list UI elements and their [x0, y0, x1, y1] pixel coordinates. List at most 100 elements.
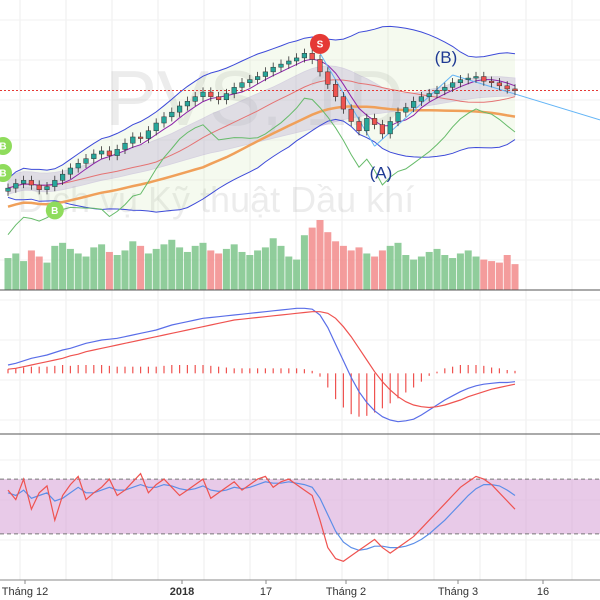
- volume-bar[interactable]: [82, 256, 90, 290]
- candle[interactable]: [36, 184, 42, 190]
- candle[interactable]: [426, 93, 432, 97]
- candle[interactable]: [504, 85, 510, 90]
- volume-bar[interactable]: [456, 253, 464, 290]
- volume-bar[interactable]: [371, 256, 379, 290]
- candle[interactable]: [465, 77, 471, 80]
- candle[interactable]: [231, 87, 237, 94]
- candle[interactable]: [340, 96, 346, 110]
- candle[interactable]: [286, 60, 292, 65]
- candle[interactable]: [473, 76, 479, 79]
- candle[interactable]: [192, 96, 198, 102]
- candle[interactable]: [512, 88, 518, 91]
- volume-bar[interactable]: [269, 238, 277, 290]
- volume-bar[interactable]: [363, 253, 371, 290]
- volume-bar[interactable]: [35, 256, 43, 290]
- candle[interactable]: [130, 136, 136, 144]
- volume-bar[interactable]: [425, 251, 433, 290]
- volume-bar[interactable]: [511, 264, 519, 290]
- volume-bar[interactable]: [27, 250, 35, 290]
- volume-bar[interactable]: [410, 259, 418, 290]
- volume-bar[interactable]: [339, 245, 347, 290]
- candle[interactable]: [387, 121, 393, 135]
- candle[interactable]: [67, 167, 73, 175]
- volume-bar[interactable]: [183, 251, 191, 290]
- volume-bar[interactable]: [285, 256, 293, 290]
- volume-bar[interactable]: [503, 255, 511, 290]
- candle[interactable]: [138, 136, 144, 139]
- volume-bar[interactable]: [176, 247, 184, 290]
- candle[interactable]: [99, 150, 105, 155]
- volume-bar[interactable]: [20, 261, 28, 290]
- volume-bar[interactable]: [113, 255, 121, 290]
- volume-bar[interactable]: [347, 250, 355, 290]
- candle[interactable]: [161, 116, 167, 124]
- candle[interactable]: [395, 111, 401, 122]
- candle[interactable]: [75, 163, 81, 169]
- volume-bar[interactable]: [449, 258, 457, 290]
- candle[interactable]: [28, 180, 34, 186]
- volume-bar[interactable]: [441, 255, 449, 290]
- candle[interactable]: [317, 59, 323, 73]
- volume-bar[interactable]: [394, 242, 402, 290]
- volume-bar[interactable]: [238, 251, 246, 290]
- volume-bar[interactable]: [472, 256, 480, 290]
- buy-signal-marker[interactable]: [0, 137, 12, 155]
- candle[interactable]: [418, 96, 424, 102]
- volume-bar[interactable]: [378, 250, 386, 290]
- candle[interactable]: [278, 63, 284, 68]
- volume-bar[interactable]: [59, 242, 67, 290]
- volume-bar[interactable]: [4, 258, 12, 290]
- volume-bar[interactable]: [308, 227, 316, 290]
- buy-signal-marker[interactable]: [45, 201, 64, 220]
- candle[interactable]: [5, 187, 11, 192]
- volume-bar[interactable]: [332, 241, 340, 290]
- volume-bar[interactable]: [129, 241, 137, 290]
- volume-bar[interactable]: [222, 248, 230, 290]
- volume-bar[interactable]: [191, 245, 199, 290]
- volume-bar[interactable]: [152, 248, 160, 290]
- candle[interactable]: [145, 130, 151, 139]
- volume-bar[interactable]: [277, 245, 285, 290]
- volume-bar[interactable]: [215, 253, 223, 290]
- candle[interactable]: [184, 101, 190, 107]
- candle[interactable]: [114, 149, 120, 156]
- candle[interactable]: [364, 118, 370, 132]
- candle[interactable]: [434, 90, 440, 94]
- candle[interactable]: [294, 57, 300, 62]
- volume-bar[interactable]: [43, 262, 51, 290]
- volume-bar[interactable]: [74, 253, 82, 290]
- candle[interactable]: [200, 91, 206, 97]
- candle[interactable]: [91, 153, 97, 159]
- volume-bar[interactable]: [293, 259, 301, 290]
- candle[interactable]: [309, 53, 315, 60]
- volume-bar[interactable]: [386, 245, 394, 290]
- candle[interactable]: [301, 53, 307, 59]
- candle[interactable]: [83, 158, 89, 164]
- candle[interactable]: [356, 121, 362, 132]
- volume-bar[interactable]: [121, 250, 129, 290]
- buy-signal-marker[interactable]: [0, 164, 12, 182]
- candle[interactable]: [255, 76, 261, 80]
- candle[interactable]: [169, 111, 175, 118]
- volume-bar[interactable]: [137, 245, 145, 290]
- volume-bar[interactable]: [160, 244, 168, 290]
- candle[interactable]: [403, 107, 409, 113]
- candle[interactable]: [247, 79, 253, 83]
- volume-bar[interactable]: [66, 248, 74, 290]
- volume-bar[interactable]: [495, 262, 503, 290]
- candle[interactable]: [153, 122, 159, 132]
- volume-bar[interactable]: [207, 250, 215, 290]
- volume-bar[interactable]: [417, 256, 425, 290]
- volume-bar[interactable]: [355, 247, 363, 290]
- volume-bar[interactable]: [51, 245, 59, 290]
- candle[interactable]: [450, 82, 456, 88]
- candle[interactable]: [239, 82, 245, 88]
- candle[interactable]: [52, 180, 58, 187]
- candle[interactable]: [379, 124, 385, 135]
- candle[interactable]: [270, 66, 276, 73]
- candle[interactable]: [216, 96, 222, 101]
- volume-bar[interactable]: [168, 239, 176, 290]
- candle[interactable]: [333, 84, 339, 97]
- candle[interactable]: [262, 71, 268, 77]
- volume-bar[interactable]: [105, 251, 113, 290]
